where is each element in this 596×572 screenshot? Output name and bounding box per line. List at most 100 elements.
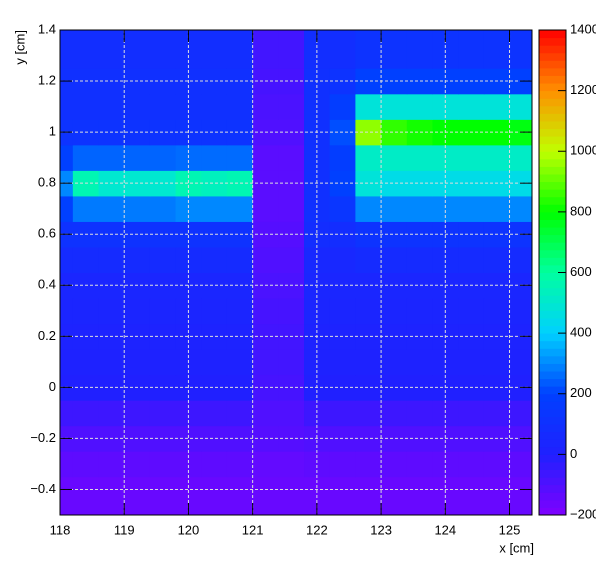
colorbar-segment [539,393,566,402]
x-axis-title: x [cm] [499,540,534,555]
colorbar-segment [539,461,566,471]
heat-cell [355,93,382,120]
heat-cell [483,195,511,222]
colorbar-segment [539,333,566,342]
heat-cell [72,349,100,376]
heat-cell [509,144,533,171]
heat-cell [124,476,151,516]
colorbar-segment [539,196,566,205]
x-tick-label: 120 [178,522,200,537]
heat-cell [458,451,485,478]
heat-cell [509,298,533,325]
heat-cell [201,476,228,516]
heat-cell [201,30,228,69]
colorbar-segment [539,52,566,61]
y-tick-label: −0.2 [30,430,56,445]
heat-cell [458,246,485,273]
colorbar-segment [539,204,566,213]
heat-cell [60,400,74,427]
heat-cell [278,298,305,325]
heat-cell [381,195,408,222]
heat-cell [98,298,125,325]
heat-cell [509,93,533,120]
heat-cell [98,400,125,427]
heat-cell [201,93,228,120]
heat-cell [252,298,279,325]
y-tick-label: 0.6 [38,226,56,241]
heat-cell [60,298,74,325]
colorbar-segment [539,30,566,39]
heat-cell [72,451,100,478]
heat-cell [278,451,305,478]
y-tick-label: 0.8 [38,175,56,190]
heat-cell [483,246,511,273]
heat-cell [226,93,254,120]
colorbar-segment [539,189,566,198]
x-tick-label: 121 [242,522,264,537]
heat-cell [201,144,228,171]
heat-cell [329,144,356,171]
y-tick-label: −0.4 [30,481,56,496]
heat-cell [124,349,151,376]
colorbar-segment [539,287,566,296]
colorbar-segment [539,249,566,258]
colorbar-segment [539,105,566,114]
colorbar-segment [539,431,566,440]
heat-cell [60,144,74,171]
heat-cell [483,30,511,69]
heat-cell [355,476,382,516]
heat-cell [509,400,533,427]
colorbar-segment [539,499,566,508]
heat-cell [458,400,485,427]
colorbar-segment [539,211,566,220]
heat-cell [149,451,177,478]
heat-cell [175,195,202,222]
colorbar-tick-label: 1200 [570,82,596,97]
heat-cell [252,30,279,69]
colorbar-segment [539,424,566,433]
heat-cell [72,476,100,516]
plot-frame [59,29,533,516]
heat-cell [149,30,177,69]
heat-cell [72,144,100,171]
heat-cell [98,246,125,273]
heat-cell [278,30,305,69]
colorbar-segment [539,454,566,463]
colorbar-segment [539,67,566,76]
heat-cell [329,298,356,325]
heat-cell [149,400,177,427]
heat-cell [124,195,151,222]
heat-cell [483,476,511,516]
colorbar-segment [539,264,566,273]
heat-cell [483,451,511,478]
heat-cell [278,246,305,273]
heat-cell [252,195,279,222]
heat-cell [60,246,74,273]
colorbar-segment [539,325,566,334]
heat-cell [278,195,305,222]
heat-cell [406,144,433,171]
heat-cell [406,476,433,516]
heat-cell [201,246,228,273]
heat-cell [278,400,305,427]
heat-cell [304,195,331,222]
heat-cell [98,195,125,222]
colorbar-segment [539,355,566,364]
heat-cell [458,30,485,69]
colorbar-segment [539,492,566,501]
x-tick-label: 119 [114,522,135,537]
heat-cell [226,451,254,478]
heat-cell [226,400,254,427]
heat-cell [72,400,100,427]
colorbar-tick-label: −200 [570,506,596,521]
heat-cell [381,400,408,427]
heat-cell [406,349,433,376]
heat-cell [226,30,254,69]
heat-cell [124,400,151,427]
heat-cell [509,30,533,69]
heat-cell [252,476,279,516]
heat-cell [381,246,408,273]
x-tick-label: 123 [370,522,392,537]
heat-cell [98,349,125,376]
